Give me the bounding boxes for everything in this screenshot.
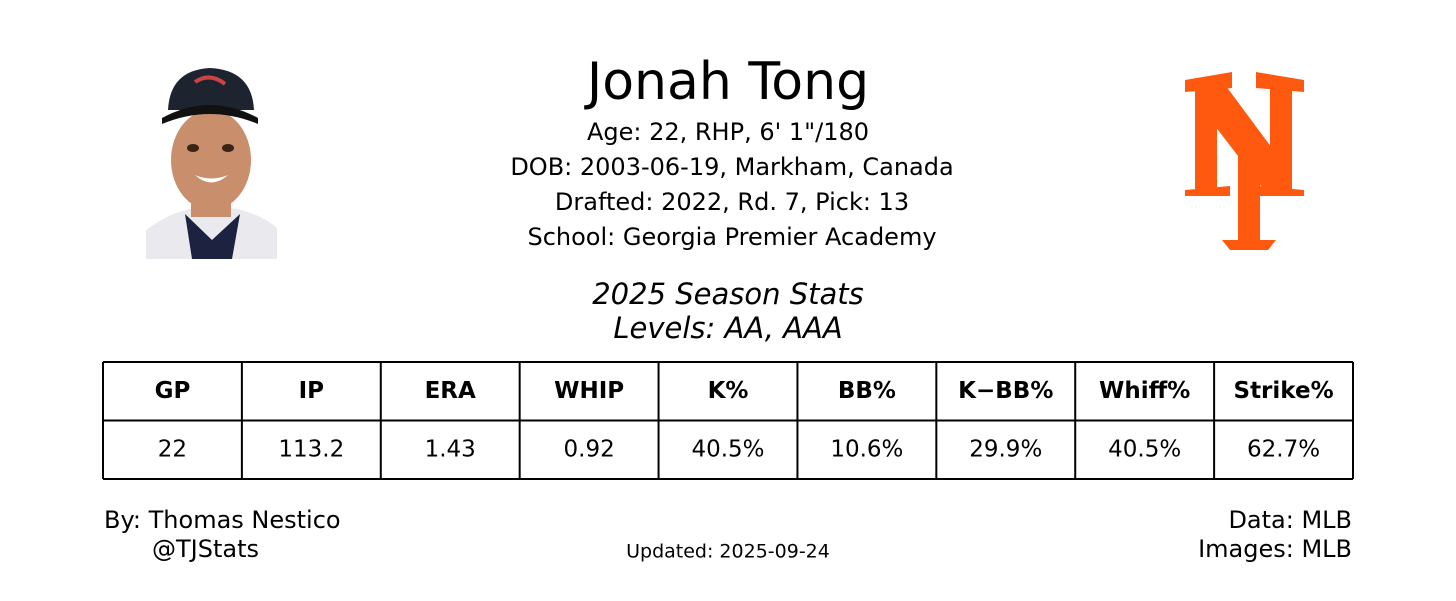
table-cell: 40.5% xyxy=(1108,436,1181,462)
stats-levels: Levels: AA, AAA xyxy=(613,311,842,345)
handle: @TJStats xyxy=(152,535,259,563)
player-photo xyxy=(146,68,277,259)
updated: Updated: 2025-09-24 xyxy=(626,541,830,563)
column-header: K−BB% xyxy=(958,378,1053,404)
table-cell: 1.43 xyxy=(425,436,476,462)
author: By: Thomas Nestico xyxy=(104,506,341,534)
image-source: Images: MLB xyxy=(1198,535,1352,563)
stats-table: GP IP ERA WHIP K% BB% K−BB% Whiff% Strike% 22 113.… xyxy=(102,361,1354,480)
info-line: School: Georgia Premier Academy xyxy=(527,223,936,251)
table-cell: 22 xyxy=(158,436,187,462)
table-cell: 62.7% xyxy=(1247,436,1320,462)
column-header: GP xyxy=(155,378,191,404)
table-cell: 29.9% xyxy=(969,436,1042,462)
column-header: Strike% xyxy=(1234,378,1334,404)
table-cell: 10.6% xyxy=(830,436,903,462)
table-cell: 0.92 xyxy=(564,436,615,462)
stats-title: 2025 Season Stats xyxy=(592,277,864,311)
table-cell: 40.5% xyxy=(691,436,764,462)
column-header: BB% xyxy=(838,378,896,404)
column-header: IP xyxy=(299,378,324,404)
info-line: Drafted: 2022, Rd. 7, Pick: 13 xyxy=(555,188,909,216)
info-line: Age: 22, RHP, 6' 1"/180 xyxy=(587,118,869,146)
column-header: ERA xyxy=(425,378,476,404)
column-header: WHIP xyxy=(554,378,624,404)
table-cell: 113.2 xyxy=(278,436,344,462)
data-source: Data: MLB xyxy=(1228,506,1352,534)
team-logo xyxy=(1185,72,1304,250)
info-line: DOB: 2003-06-19, Markham, Canada xyxy=(510,153,953,181)
player-name: Jonah Tong xyxy=(584,52,869,112)
column-header: K% xyxy=(708,378,749,404)
column-header: Whiff% xyxy=(1099,378,1190,404)
